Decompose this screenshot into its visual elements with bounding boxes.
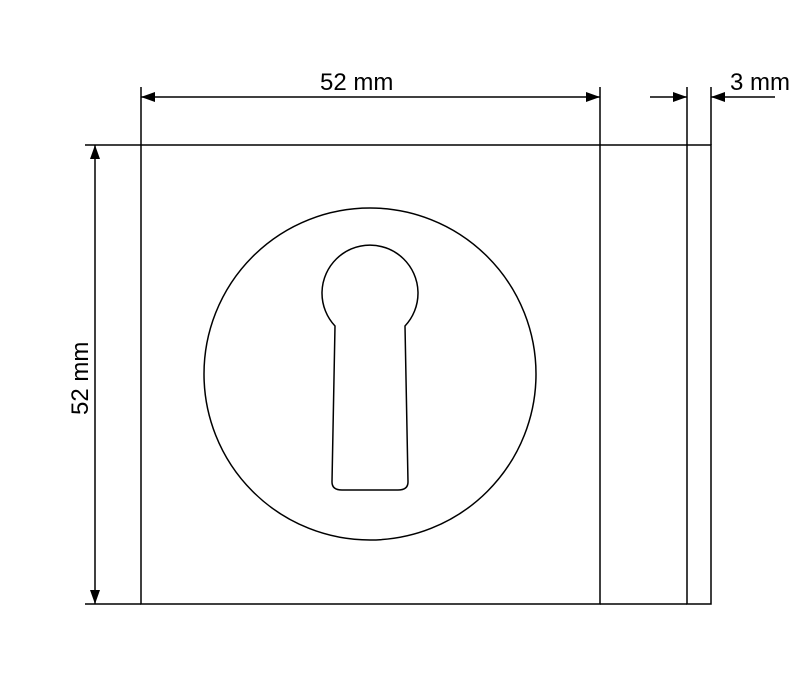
thickness-dimension-label: 3 mm bbox=[730, 69, 790, 96]
width-dimension-label: 52 mm bbox=[320, 69, 393, 96]
height-dimension-label: 52 mm bbox=[67, 342, 94, 415]
